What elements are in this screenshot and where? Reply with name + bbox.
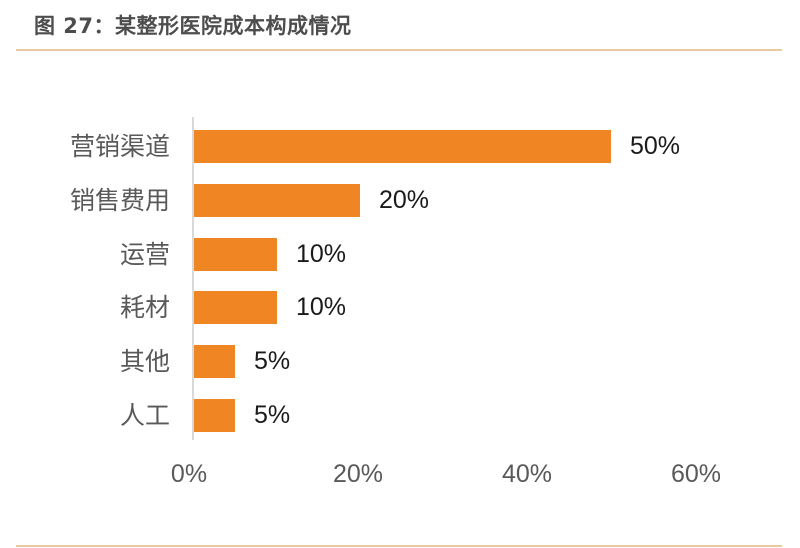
category-label: 运营 xyxy=(119,240,170,269)
chart-title: 图 27：某整形医院成本构成情况 xyxy=(34,14,352,38)
x-tick-label: 40% xyxy=(501,460,553,488)
bar-marketing-channels xyxy=(194,130,611,163)
category-label: 人工 xyxy=(119,401,170,430)
x-tick-label: 0% xyxy=(170,460,208,488)
value-label: 10% xyxy=(296,293,347,321)
bottom-divider xyxy=(16,545,782,547)
y-axis-line xyxy=(192,117,194,440)
category-label: 耗材 xyxy=(119,293,170,322)
bar-labor xyxy=(194,399,235,432)
value-label: 10% xyxy=(296,240,347,268)
category-label: 营销渠道 xyxy=(69,132,170,161)
bar-sales-expense xyxy=(194,184,360,217)
category-label: 其他 xyxy=(119,347,170,376)
x-tick-label: 20% xyxy=(332,460,384,488)
value-label: 20% xyxy=(379,186,430,214)
category-label: 销售费用 xyxy=(69,186,170,215)
value-label: 5% xyxy=(254,401,291,429)
x-tick-label: 60% xyxy=(670,460,722,488)
bar-operations xyxy=(194,238,277,271)
bar-other xyxy=(194,345,235,378)
bar-consumables xyxy=(194,291,277,324)
title-divider xyxy=(16,49,782,51)
value-label: 50% xyxy=(630,132,681,160)
value-label: 5% xyxy=(254,347,291,375)
